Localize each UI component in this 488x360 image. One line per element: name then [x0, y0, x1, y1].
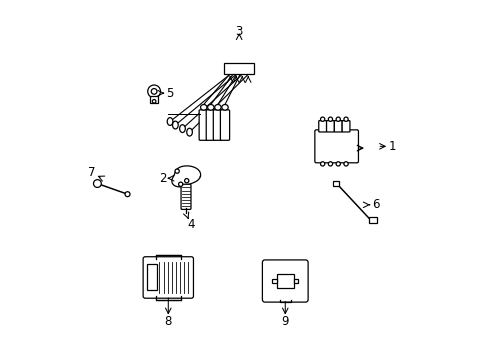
Ellipse shape — [214, 104, 221, 110]
Circle shape — [125, 192, 130, 197]
Circle shape — [175, 169, 179, 173]
Ellipse shape — [222, 104, 228, 110]
Ellipse shape — [179, 125, 185, 132]
Circle shape — [327, 117, 332, 121]
Text: 1: 1 — [388, 140, 396, 153]
Circle shape — [320, 117, 324, 121]
Bar — [272, 279, 276, 283]
Circle shape — [93, 180, 101, 188]
Circle shape — [152, 100, 156, 103]
Circle shape — [327, 162, 332, 166]
Circle shape — [151, 89, 157, 94]
Text: 8: 8 — [164, 315, 172, 328]
Circle shape — [320, 162, 324, 166]
Text: 7: 7 — [87, 166, 95, 179]
FancyBboxPatch shape — [181, 184, 191, 210]
Text: 5: 5 — [166, 87, 173, 100]
Bar — [150, 96, 158, 103]
Text: 9: 9 — [281, 315, 288, 328]
Ellipse shape — [172, 121, 178, 129]
FancyBboxPatch shape — [262, 260, 307, 302]
Bar — [368, 217, 376, 223]
FancyBboxPatch shape — [213, 110, 222, 140]
FancyBboxPatch shape — [342, 121, 349, 132]
FancyBboxPatch shape — [318, 121, 326, 132]
Circle shape — [343, 117, 347, 121]
Bar — [276, 274, 293, 288]
Bar — [332, 181, 339, 186]
Ellipse shape — [167, 118, 173, 125]
Bar — [147, 265, 157, 291]
FancyBboxPatch shape — [326, 121, 334, 132]
Circle shape — [178, 182, 183, 186]
Ellipse shape — [207, 104, 214, 110]
FancyBboxPatch shape — [334, 121, 342, 132]
Text: 3: 3 — [235, 24, 243, 38]
FancyBboxPatch shape — [143, 257, 193, 298]
Text: 6: 6 — [371, 198, 379, 211]
Ellipse shape — [186, 128, 192, 136]
Text: 4: 4 — [187, 218, 195, 231]
Circle shape — [335, 162, 340, 166]
Bar — [293, 279, 298, 283]
FancyBboxPatch shape — [199, 110, 208, 140]
Circle shape — [335, 117, 340, 121]
Circle shape — [147, 85, 160, 98]
FancyBboxPatch shape — [220, 110, 229, 140]
FancyBboxPatch shape — [314, 130, 358, 163]
Text: 2: 2 — [159, 172, 166, 185]
Ellipse shape — [200, 104, 206, 110]
Circle shape — [343, 162, 347, 166]
FancyBboxPatch shape — [206, 110, 215, 140]
Bar — [224, 63, 254, 75]
Circle shape — [184, 179, 188, 183]
